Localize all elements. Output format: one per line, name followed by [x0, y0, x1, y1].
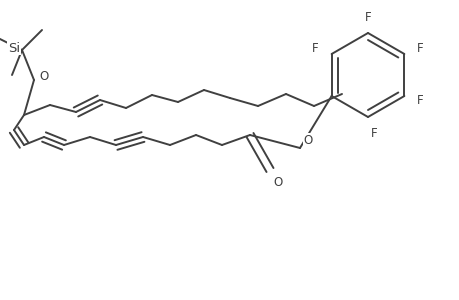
Text: F: F — [416, 94, 423, 106]
Text: F: F — [416, 41, 423, 55]
Text: O: O — [273, 176, 282, 188]
Text: O: O — [303, 134, 312, 146]
Text: F: F — [370, 127, 376, 140]
Text: F: F — [364, 11, 370, 23]
Text: O: O — [39, 70, 49, 83]
Text: Si: Si — [8, 41, 20, 55]
Text: F: F — [312, 41, 318, 55]
